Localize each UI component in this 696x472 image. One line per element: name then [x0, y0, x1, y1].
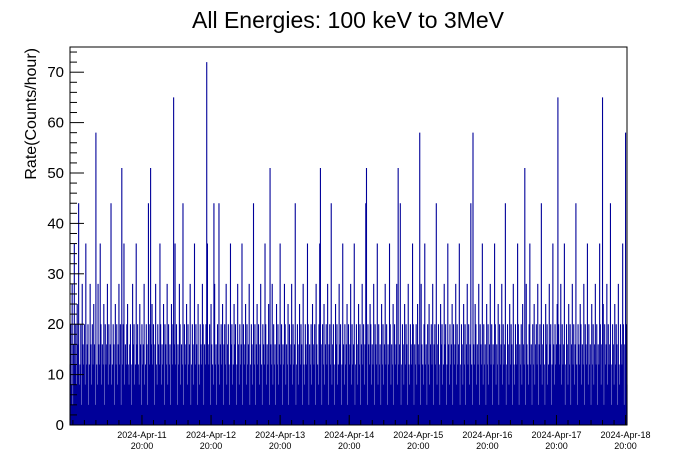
x-tick-date: 2024-Apr-12	[186, 430, 236, 440]
x-tick-time: 20:00	[476, 441, 499, 451]
y-tick-label: 10	[47, 367, 64, 384]
x-axis: 2024-Apr-1120:002024-Apr-1220:002024-Apr…	[72, 415, 651, 451]
x-tick-date: 2024-Apr-15	[393, 430, 443, 440]
chart-title: All Energies: 100 keV to 3MeV	[192, 7, 505, 33]
x-tick-time: 20:00	[338, 441, 361, 451]
x-tick-date: 2024-Apr-11	[117, 430, 166, 440]
x-tick-date: 2024-Apr-14	[324, 430, 374, 440]
x-tick-date: 2024-Apr-18	[601, 430, 651, 440]
y-tick-label: 30	[47, 266, 64, 283]
x-tick-date: 2024-Apr-17	[531, 430, 581, 440]
y-tick-label: 50	[47, 165, 64, 182]
y-tick-label: 0	[56, 417, 64, 434]
x-tick-time: 20:00	[407, 441, 430, 451]
y-tick-label: 70	[47, 64, 64, 81]
x-tick-time: 20:00	[131, 441, 154, 451]
x-tick-time: 20:00	[545, 441, 568, 451]
plot-frame	[69, 46, 628, 426]
y-tick-label: 40	[47, 215, 64, 232]
x-tick-time: 20:00	[269, 441, 292, 451]
y-tick-label: 20	[47, 316, 64, 333]
y-tick-label: 60	[47, 115, 64, 132]
x-tick-date: 2024-Apr-13	[255, 430, 305, 440]
x-tick-date: 2024-Apr-16	[462, 430, 512, 440]
y-axis-label: Rate(Counts/hour)	[23, 48, 40, 180]
x-tick-time: 20:00	[200, 441, 223, 451]
y-axis: 0 10 20 30 40 50 60 70	[47, 51, 84, 434]
x-tick-time: 20:00	[614, 441, 637, 451]
